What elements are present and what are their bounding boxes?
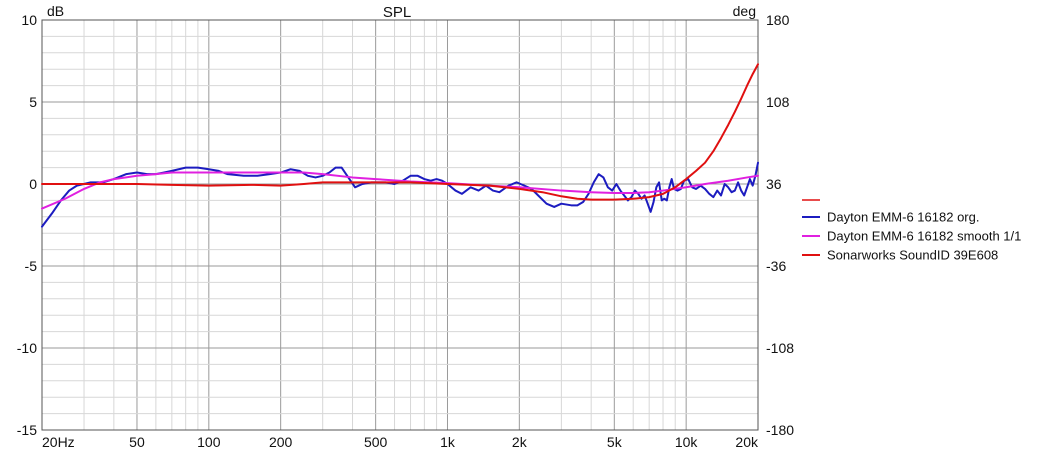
series-line xyxy=(41,161,759,228)
y2-tick-label: -180 xyxy=(766,422,794,438)
grid xyxy=(42,20,758,430)
y-tick-label: -5 xyxy=(25,258,38,274)
y-tick-label: -15 xyxy=(17,422,37,438)
y2-tick-label: 108 xyxy=(766,94,790,110)
y2-tick-label: -36 xyxy=(766,258,786,274)
x-tick-label: 100 xyxy=(197,434,221,450)
left-axis-unit: dB xyxy=(47,3,64,19)
x-tick-label: 50 xyxy=(129,434,145,450)
y-tick-label: 0 xyxy=(29,176,37,192)
legend-label: Sonarworks SoundID 39E608 xyxy=(827,248,998,263)
x-tick-label: 5k xyxy=(607,434,623,450)
x-tick-label: 500 xyxy=(364,434,388,450)
right-axis-unit: deg xyxy=(733,3,756,19)
y2-tick-label: -108 xyxy=(766,340,794,356)
series-line xyxy=(41,63,759,201)
x-tick-label: 20Hz xyxy=(42,434,75,450)
y2-tick-label: 180 xyxy=(766,12,790,28)
chart-title: SPL xyxy=(383,4,411,21)
series-layer xyxy=(41,63,759,228)
x-tick-label: 1k xyxy=(440,434,456,450)
axis-labels: 20Hz 50 100 200 500 1k 2k 5k 10k 20k1050-5-10-151… xyxy=(17,12,794,450)
x-tick-label: 10k xyxy=(675,434,699,450)
y2-tick-label: 36 xyxy=(766,176,782,192)
y-tick-label: -10 xyxy=(17,340,37,356)
series-line xyxy=(41,171,759,210)
legend-label: Dayton EMM-6 16182 org. xyxy=(827,210,979,225)
y-tick-label: 10 xyxy=(21,12,37,28)
x-tick-label: 200 xyxy=(269,434,293,450)
x-tick-label: 2k xyxy=(512,434,528,450)
legend: Dayton EMM-6 16182 org. Dayton EMM-6 1618… xyxy=(802,199,1021,263)
y-tick-label: 5 xyxy=(29,94,37,110)
x-tick-label: 20k xyxy=(735,434,759,450)
legend-label: Dayton EMM-6 16182 smooth 1/1 xyxy=(827,229,1021,244)
